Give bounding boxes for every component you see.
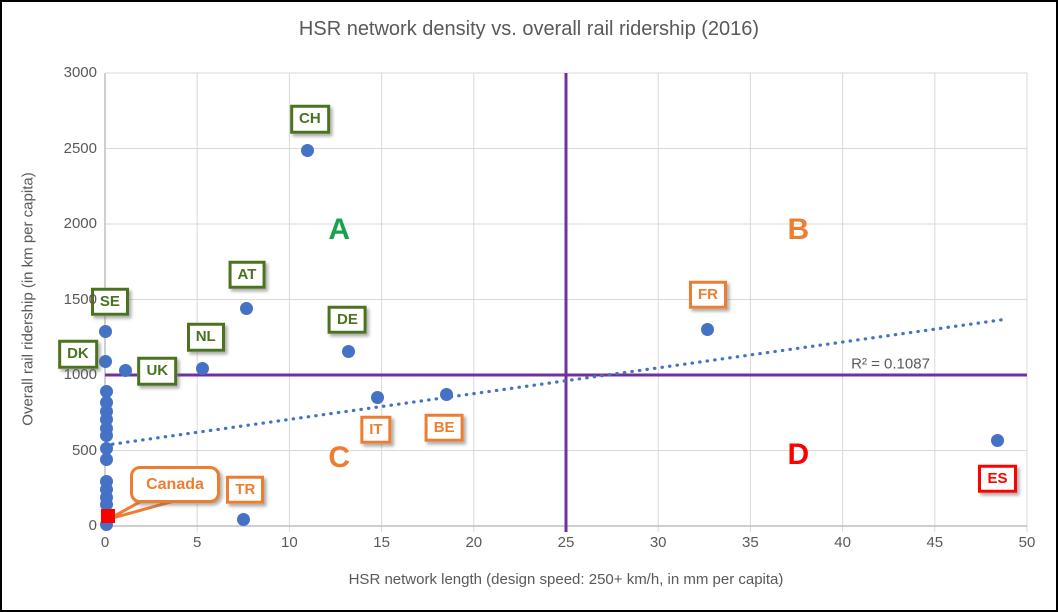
country-label-be: BE bbox=[424, 413, 464, 442]
chart-title: HSR network density vs. overall rail rid… bbox=[298, 18, 760, 40]
x-tick-label: 5 bbox=[193, 534, 202, 551]
data-point bbox=[99, 442, 113, 456]
chart-canvas bbox=[103, 72, 1028, 532]
trendline bbox=[103, 318, 1003, 447]
data-point-it bbox=[371, 391, 385, 405]
country-label-tr: TR bbox=[226, 475, 265, 505]
x-tick-label: 30 bbox=[649, 534, 667, 551]
y-tick-label: 2500 bbox=[63, 139, 97, 157]
data-point bbox=[99, 497, 113, 511]
x-axis-title: HSR network length (design speed: 250+ k… bbox=[348, 571, 784, 588]
x-tick-label: 10 bbox=[281, 534, 298, 551]
country-label-se: SE bbox=[90, 287, 129, 317]
data-point-at bbox=[240, 302, 254, 316]
data-point-fr bbox=[701, 323, 715, 337]
quadrant-label-c: C bbox=[328, 441, 351, 475]
y-tick-label: 0 bbox=[88, 517, 97, 534]
x-tick-label: 50 bbox=[1018, 534, 1036, 551]
quadrant-label-d: D bbox=[787, 438, 810, 472]
country-label-ch: CH bbox=[289, 104, 330, 134]
x-tick-label: 20 bbox=[465, 534, 483, 551]
x-tick-label: 40 bbox=[834, 534, 851, 551]
plot-area: CH AT SE DK NL UK DE FR IT BE TR ES A B C D R² = 0.1087 C… bbox=[58, 72, 1028, 532]
y-axis-title: Overall rail ridership (in km per capita… bbox=[19, 172, 37, 426]
country-label-uk: UK bbox=[137, 357, 178, 386]
data-point-se bbox=[99, 325, 113, 339]
data-point-canada bbox=[100, 509, 115, 524]
y-tick-label: 1000 bbox=[63, 366, 97, 383]
data-point-tr bbox=[236, 513, 250, 527]
data-point-ch bbox=[301, 143, 315, 157]
x-tick-label: 45 bbox=[926, 534, 944, 551]
data-point-de bbox=[341, 345, 355, 359]
data-point-nl bbox=[196, 361, 210, 375]
country-label-es: ES bbox=[978, 464, 1017, 493]
data-point-be bbox=[439, 388, 453, 402]
y-tick-label: 500 bbox=[71, 441, 97, 459]
data-point-dk bbox=[99, 354, 113, 368]
canada-callout: Canada bbox=[130, 466, 220, 503]
country-label-it: IT bbox=[360, 415, 392, 444]
country-label-nl: NL bbox=[186, 322, 225, 352]
country-label-at: AT bbox=[228, 260, 266, 289]
data-point-es bbox=[990, 434, 1004, 448]
x-tick-label: 35 bbox=[742, 534, 759, 551]
data-point bbox=[99, 428, 113, 442]
quadrant-label-a: A bbox=[328, 213, 351, 247]
country-label-dk: DK bbox=[58, 340, 98, 369]
x-tick-label: 15 bbox=[373, 534, 390, 551]
country-label-fr: FR bbox=[688, 280, 727, 309]
data-point-uk bbox=[118, 363, 132, 377]
x-tick-label: 0 bbox=[100, 534, 110, 551]
quadrant-label-b: B bbox=[787, 213, 810, 247]
data-point bbox=[99, 453, 113, 467]
r2-annotation: R² = 0.1087 bbox=[851, 355, 930, 373]
y-tick-label: 1500 bbox=[63, 290, 97, 308]
y-tick-label: 2000 bbox=[63, 215, 97, 232]
country-label-de: DE bbox=[327, 305, 367, 334]
y-tick-label: 3000 bbox=[63, 64, 97, 81]
x-tick-label: 25 bbox=[557, 534, 575, 551]
data-point bbox=[99, 385, 113, 399]
